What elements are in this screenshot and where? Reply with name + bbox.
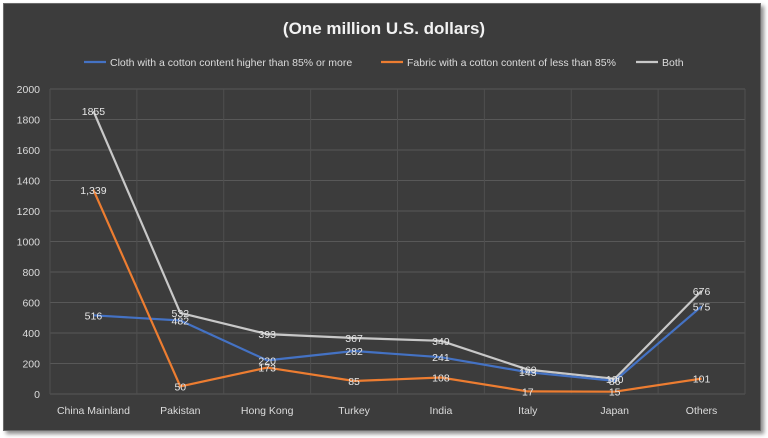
data-label: 575 <box>693 301 711 313</box>
y-tick-label: 1800 <box>17 115 41 127</box>
legend-label: Both <box>662 57 684 69</box>
plot-area <box>92 110 703 393</box>
data-label: 220 <box>258 355 276 367</box>
y-tick-label: 1200 <box>17 206 41 218</box>
x-tick-label: China Mainland <box>57 405 130 417</box>
data-label: 241 <box>432 352 450 364</box>
legend-item: Cloth with a cotton content higher than … <box>84 57 352 69</box>
data-label: 1,339 <box>80 185 106 197</box>
y-tick-label: 400 <box>22 328 40 340</box>
x-tick-label: Turkey <box>338 405 370 417</box>
x-axis: China Mainland Pakistan Hong Kong Turkey Ind… <box>57 405 717 417</box>
data-label: 17 <box>522 386 534 398</box>
series-line <box>93 305 703 382</box>
data-label: 676 <box>693 286 711 298</box>
x-tick-label: Italy <box>518 405 538 417</box>
x-tick-label: Others <box>686 405 718 417</box>
series-line <box>92 189 702 393</box>
x-tick-label: Japan <box>600 405 629 417</box>
data-label: 85 <box>348 376 360 388</box>
legend-item: Fabric with a cotton content of less tha… <box>381 57 616 69</box>
gridlines <box>49 88 746 395</box>
data-label: 50 <box>174 381 186 393</box>
data-label: 101 <box>693 374 711 386</box>
chart-title: (One million U.S. dollars) <box>283 19 485 38</box>
data-label: 482 <box>172 315 190 327</box>
y-tick-label: 1400 <box>17 176 41 188</box>
y-tick-label: 2000 <box>17 84 41 96</box>
y-tick-label: 0 <box>34 389 40 401</box>
y-tick-label: 800 <box>22 267 40 279</box>
x-tick-label: India <box>430 405 453 417</box>
data-label: 173 <box>258 363 276 375</box>
legend: Cloth with a cotton content higher than … <box>84 57 684 69</box>
data-label: 1855 <box>82 106 106 118</box>
data-labels: 516 482 220 282 241 143 86 575 1,339 50 173 85 108 17… <box>80 106 710 399</box>
data-label: 143 <box>519 367 537 379</box>
x-tick-label: Pakistan <box>160 405 200 417</box>
legend-label: Fabric with a cotton content of less tha… <box>407 57 616 69</box>
data-label: 15 <box>609 387 621 399</box>
data-label: 532 <box>172 308 190 320</box>
data-label: 160 <box>519 365 537 377</box>
data-label: 86 <box>609 376 621 388</box>
y-tick-label: 1000 <box>17 237 41 249</box>
y-tick-label: 200 <box>22 359 40 371</box>
data-label: 108 <box>432 373 450 385</box>
data-label: 100 <box>606 374 624 386</box>
data-label: 282 <box>345 346 363 358</box>
data-label: 516 <box>85 310 103 322</box>
y-axis: 0 200 400 600 800 1000 1200 1400 1600 1800 2000 <box>17 84 41 401</box>
x-tick-label: Hong Kong <box>241 405 294 417</box>
data-label: 393 <box>258 329 276 341</box>
legend-item: Both <box>636 57 684 69</box>
legend-label: Cloth with a cotton content higher than … <box>110 57 352 69</box>
data-label: 367 <box>345 333 363 345</box>
y-tick-label: 600 <box>22 298 40 310</box>
series-line <box>92 110 703 380</box>
y-tick-label: 1600 <box>17 145 41 157</box>
data-label: 349 <box>432 336 450 348</box>
